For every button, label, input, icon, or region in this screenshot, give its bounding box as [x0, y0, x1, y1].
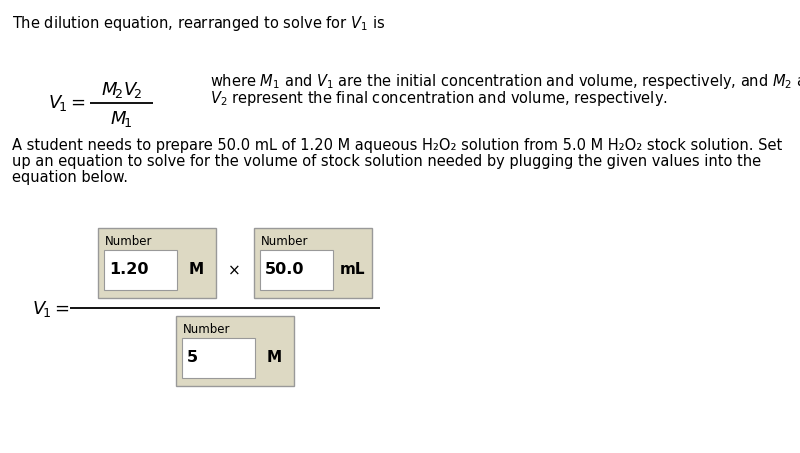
FancyBboxPatch shape	[182, 338, 255, 378]
Text: M: M	[267, 351, 282, 366]
Text: Number: Number	[105, 235, 153, 248]
Text: equation below.: equation below.	[12, 170, 128, 185]
Text: $M_{\!1}$: $M_{\!1}$	[110, 109, 133, 129]
FancyBboxPatch shape	[98, 228, 216, 298]
Text: ×: ×	[228, 264, 240, 279]
Text: where $M_1$ and $V_1$ are the initial concentration and volume, respectively, an: where $M_1$ and $V_1$ are the initial co…	[210, 72, 800, 91]
Text: Number: Number	[261, 235, 309, 248]
FancyBboxPatch shape	[104, 250, 177, 290]
Text: A student needs to prepare 50.0 mL of 1.20 M aqueous H₂O₂ solution from 5.0 M H₂: A student needs to prepare 50.0 mL of 1.…	[12, 138, 782, 153]
Text: 5: 5	[187, 351, 198, 366]
Text: $V_{\!1}=$: $V_{\!1}=$	[48, 93, 86, 113]
FancyBboxPatch shape	[254, 228, 372, 298]
Text: 1.20: 1.20	[109, 262, 149, 278]
FancyBboxPatch shape	[260, 250, 333, 290]
Text: $M_{\!2}V_{\!2}$: $M_{\!2}V_{\!2}$	[101, 80, 142, 100]
Text: The dilution equation, rearranged to solve for $V_1$ is: The dilution equation, rearranged to sol…	[12, 14, 385, 33]
Text: $V_{\!1}=$: $V_{\!1}=$	[32, 299, 70, 319]
Text: $V_2$ represent the final concentration and volume, respectively.: $V_2$ represent the final concentration …	[210, 89, 668, 108]
Text: up an equation to solve for the volume of stock solution needed by plugging the : up an equation to solve for the volume o…	[12, 154, 761, 169]
Text: mL: mL	[340, 262, 366, 278]
Text: 50.0: 50.0	[265, 262, 305, 278]
Text: M: M	[189, 262, 204, 278]
Text: Number: Number	[183, 323, 230, 336]
FancyBboxPatch shape	[176, 316, 294, 386]
